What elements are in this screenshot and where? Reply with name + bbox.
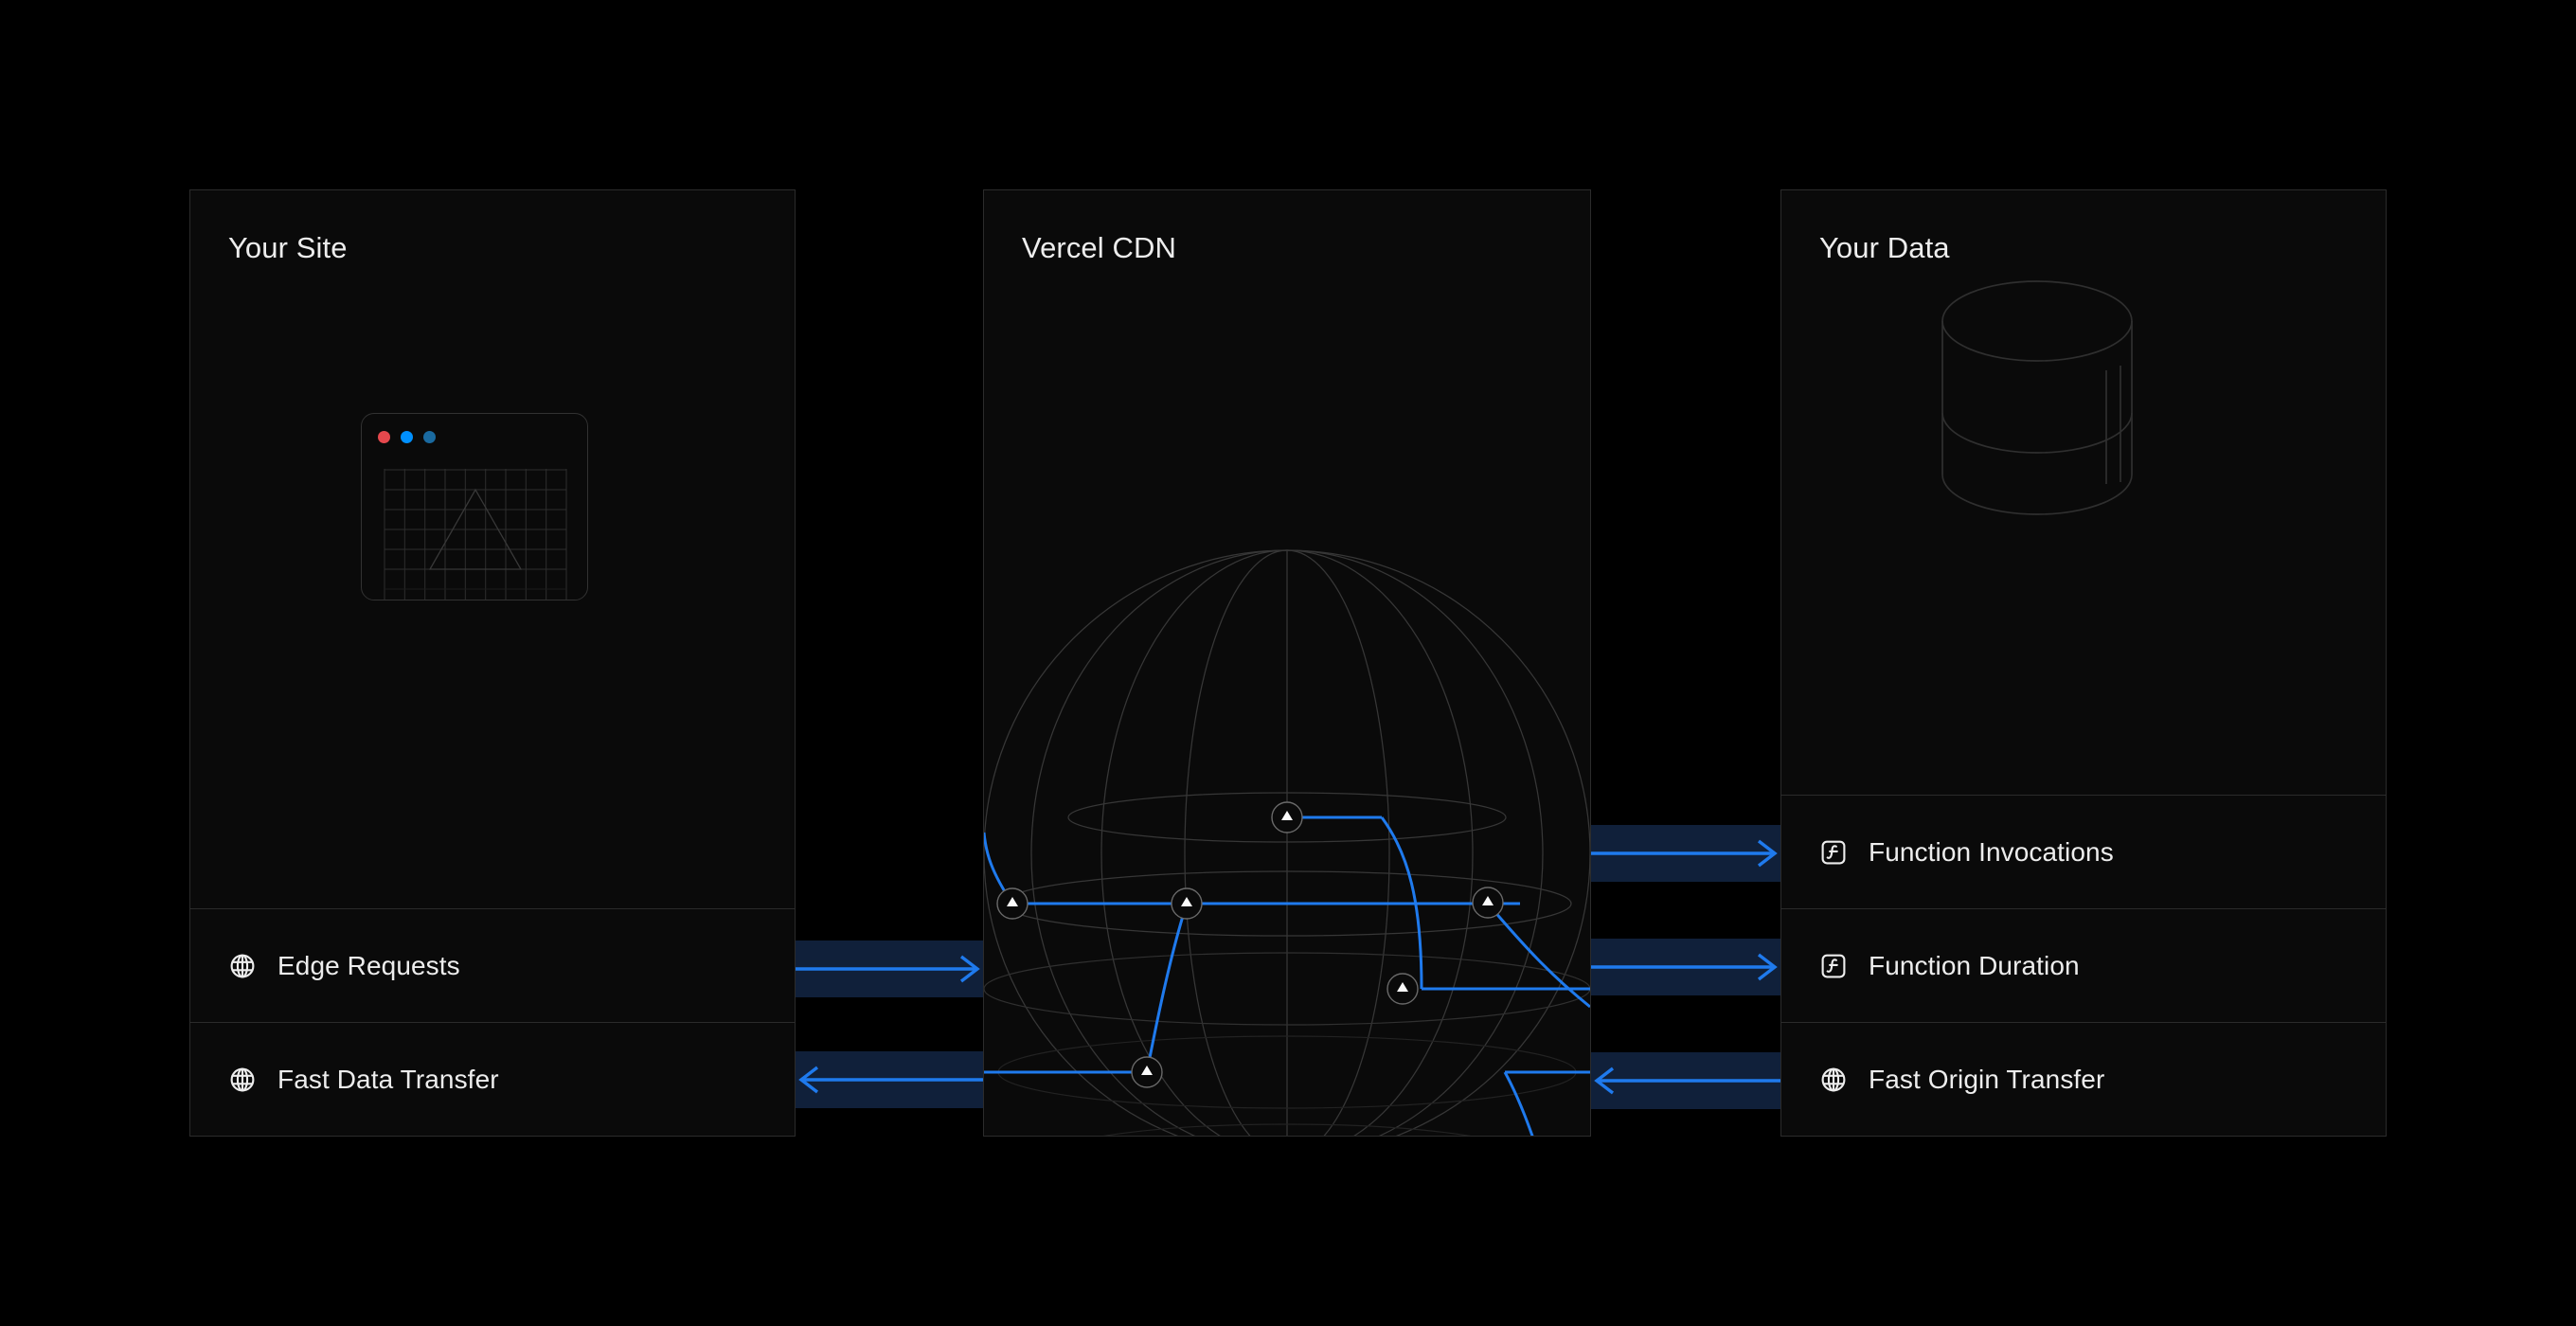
list-item-label: Fast Data Transfer xyxy=(277,1064,499,1094)
database-cylinder-icon xyxy=(1941,280,2133,515)
function-icon xyxy=(1819,952,1848,980)
list-item-label: Function Invocations xyxy=(1869,836,2114,867)
metric-rows-your-site: Edge Requests Fast Data Transfer xyxy=(190,908,795,1136)
globe-icon xyxy=(1819,1066,1848,1094)
dot-blue-icon xyxy=(401,431,413,443)
panel-your-site: Your Site xyxy=(189,189,796,1137)
page-title: Vercel CDN xyxy=(1022,231,1176,264)
arrow-fast-origin-transfer xyxy=(1591,1052,1780,1109)
browser-window-mockup xyxy=(361,413,588,600)
list-item[interactable]: Fast Data Transfer xyxy=(190,1022,795,1136)
edge-node-markers xyxy=(996,801,1504,1088)
list-item-label: Edge Requests xyxy=(277,950,460,980)
window-control-dots xyxy=(378,431,436,443)
list-item[interactable]: Edge Requests xyxy=(190,908,795,1022)
grid-with-triangle xyxy=(362,469,587,600)
page-title: Your Data xyxy=(1819,231,1950,264)
page-title: Your Site xyxy=(228,231,348,264)
function-icon xyxy=(1819,838,1848,867)
arrow-edge-requests xyxy=(796,941,983,997)
panel-your-data: Your Data Function Invocations Function … xyxy=(1780,189,2387,1137)
arrow-function-invocations xyxy=(1591,825,1780,882)
arrow-fast-data-transfer xyxy=(796,1051,983,1108)
metric-rows-your-data: Function Invocations Function Duration F… xyxy=(1781,795,2386,1136)
dot-dark-blue-icon xyxy=(423,431,436,443)
wireframe-globe xyxy=(984,549,1590,1136)
list-item[interactable]: Fast Origin Transfer xyxy=(1781,1022,2386,1136)
list-item[interactable]: Function Invocations xyxy=(1781,795,2386,908)
list-item-label: Fast Origin Transfer xyxy=(1869,1064,2105,1094)
arrow-function-duration xyxy=(1591,939,1780,995)
list-item-label: Function Duration xyxy=(1869,950,2080,980)
dot-red-icon xyxy=(378,431,390,443)
globe-icon xyxy=(228,952,257,980)
list-item[interactable]: Function Duration xyxy=(1781,908,2386,1022)
globe-icon xyxy=(228,1066,257,1094)
panel-vercel-cdn: Vercel CDN xyxy=(983,189,1591,1137)
